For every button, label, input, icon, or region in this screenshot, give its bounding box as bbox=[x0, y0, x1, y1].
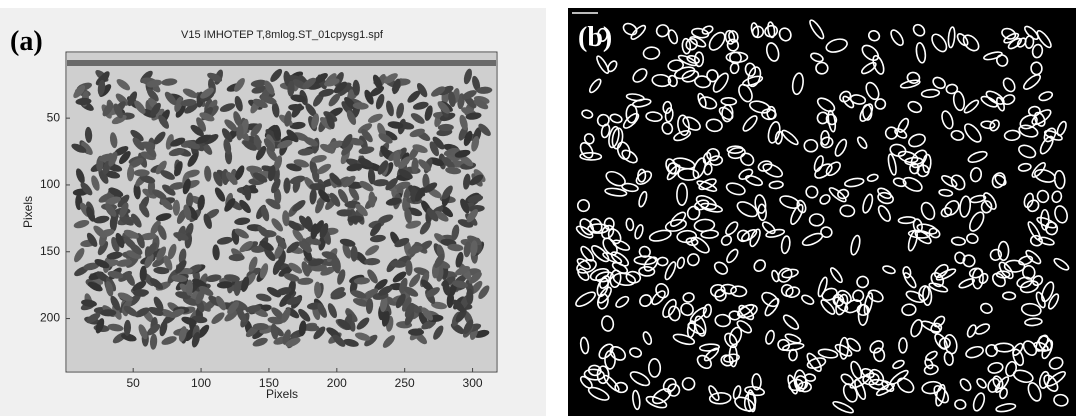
x-tick-label: 200 bbox=[327, 376, 347, 390]
plot-title: V15 IMHOTEP T,8mlog.ST_01cpysg1.spf bbox=[181, 29, 384, 41]
seed-photo bbox=[67, 53, 496, 371]
y-tick-label: 150 bbox=[40, 244, 60, 258]
figure: (a) V15 IMHOTEP T,8mlog.ST_01cpysg1.spf … bbox=[0, 0, 1092, 416]
panel-label: (a) bbox=[10, 26, 43, 57]
panel-label: (b) bbox=[578, 22, 612, 53]
x-tick-label: 100 bbox=[191, 376, 211, 390]
y-tick-label: 200 bbox=[40, 311, 60, 325]
x-tick-label: 300 bbox=[463, 376, 483, 390]
y-tick-label: 100 bbox=[40, 177, 60, 191]
seed bbox=[229, 254, 245, 261]
x-tick-label: 250 bbox=[395, 376, 415, 390]
x-tick-label: 50 bbox=[127, 376, 141, 390]
y-tick-label: 50 bbox=[47, 110, 61, 124]
x-tick-label: 150 bbox=[259, 376, 279, 390]
y-axis-label: Pixels bbox=[21, 196, 35, 228]
tray-edge bbox=[67, 60, 496, 66]
